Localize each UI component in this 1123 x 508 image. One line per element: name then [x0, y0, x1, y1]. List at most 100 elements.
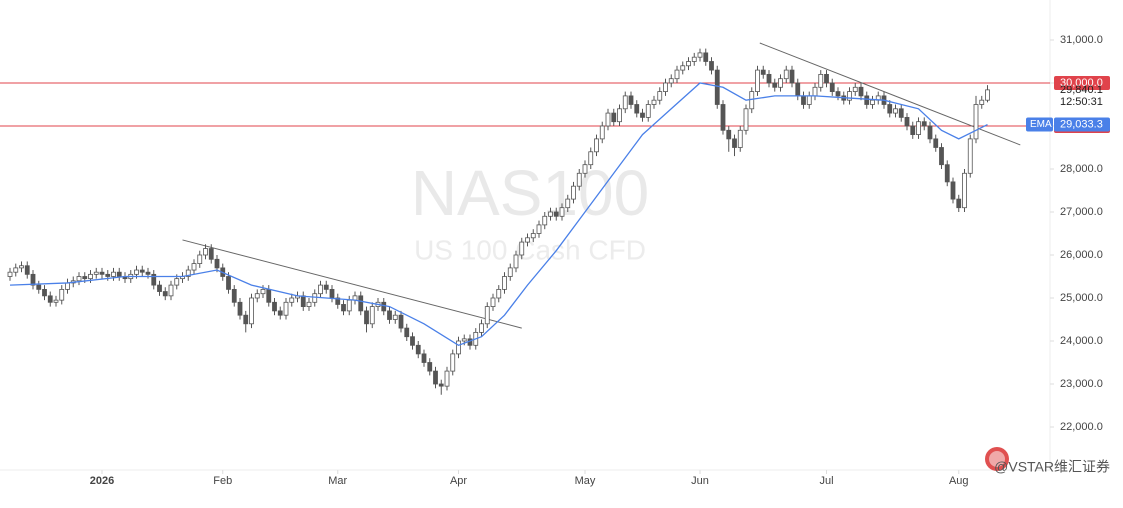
candle-body — [174, 278, 180, 286]
candle-body — [663, 82, 668, 92]
y-tick-label: 26,000.0 — [1060, 249, 1103, 261]
watermark: NAS100 — [411, 157, 649, 229]
candle-body — [243, 314, 249, 325]
candle-body — [502, 276, 507, 290]
candle-body — [806, 95, 812, 105]
candle-body — [398, 314, 404, 329]
candle-body — [789, 69, 795, 84]
candle-body — [30, 273, 36, 286]
candle-body — [323, 284, 329, 290]
candle-body — [76, 276, 82, 282]
candle-body — [525, 237, 530, 243]
candle-body — [680, 65, 686, 71]
candle-body — [628, 95, 634, 105]
candle-body — [979, 99, 985, 105]
candle-body — [783, 69, 789, 80]
candle-body — [111, 271, 116, 277]
trendline — [182, 239, 522, 329]
candle-body — [513, 254, 519, 269]
candle-body — [42, 288, 47, 297]
candle-body — [732, 138, 737, 148]
candle-body — [484, 306, 490, 325]
candle-body — [829, 82, 835, 92]
candle-body — [657, 91, 663, 101]
candle-body — [116, 271, 122, 277]
candle-body — [870, 99, 875, 105]
candle-body — [197, 254, 203, 264]
candle-body — [651, 99, 657, 105]
candle-body — [341, 304, 346, 312]
countdown: 12:50:31 — [1060, 96, 1103, 108]
candle-body — [65, 282, 70, 290]
x-tick-label: Apr — [450, 475, 467, 487]
candle-body — [277, 310, 283, 316]
candle-body — [208, 248, 214, 260]
y-tick-label: 27,000.0 — [1060, 206, 1103, 218]
candle-body — [364, 310, 369, 325]
candle-body — [93, 271, 99, 275]
candle-body — [289, 297, 295, 303]
candle-body — [766, 73, 772, 84]
candle-body — [864, 95, 870, 105]
candle-body — [571, 185, 576, 200]
candle-body — [490, 297, 496, 307]
candle-body — [519, 241, 525, 256]
candle-body — [433, 370, 438, 385]
candle-body — [496, 288, 502, 299]
candle-body — [944, 164, 950, 183]
candle-body — [185, 269, 191, 277]
candle-body — [778, 78, 783, 88]
candle-body — [973, 104, 979, 140]
ema-label: 29,033.3 — [1060, 118, 1103, 130]
candle-body — [19, 265, 24, 269]
candle-body — [36, 284, 42, 290]
candle-body — [611, 112, 617, 123]
candle-body — [105, 273, 111, 277]
y-tick-label: 25,000.0 — [1060, 292, 1103, 304]
footer: @VSTAR维汇证券 — [994, 459, 1110, 475]
candle-body — [99, 271, 105, 275]
candle-body — [335, 297, 341, 305]
candle-body — [226, 276, 231, 290]
candle-body — [272, 301, 277, 312]
y-tick-label: 28,000.0 — [1060, 163, 1103, 175]
candle-body — [795, 82, 801, 97]
candle-body — [594, 138, 599, 153]
candle-body — [249, 297, 254, 325]
candle-body — [536, 224, 542, 234]
candle-body — [306, 301, 312, 307]
y-tick-label: 31,000.0 — [1060, 34, 1103, 46]
candle-body — [312, 293, 318, 303]
candle-body — [950, 181, 956, 200]
candle-body — [755, 69, 760, 92]
candle-body — [858, 86, 864, 97]
candle-body — [645, 104, 651, 118]
candle-body — [622, 95, 628, 110]
candle-body — [410, 336, 415, 346]
candle-body — [910, 125, 916, 135]
candle-body — [266, 288, 272, 303]
candle-body — [634, 104, 640, 114]
candle-body — [582, 164, 588, 174]
candle-body — [933, 138, 939, 148]
candle-body — [962, 172, 967, 209]
candle-body — [438, 383, 444, 387]
y-tick-label: 22,000.0 — [1060, 421, 1103, 433]
candle-body — [565, 198, 571, 209]
candle-body — [691, 56, 697, 62]
candle-body — [392, 314, 398, 320]
candle-body — [835, 91, 841, 97]
candle-body — [956, 198, 962, 209]
candle-body — [300, 295, 306, 307]
candle-body — [898, 108, 904, 118]
level-label: 30,000.0 — [1060, 77, 1103, 89]
candle-body — [157, 284, 162, 292]
candle-body — [985, 89, 990, 101]
candle-body — [824, 73, 829, 84]
candle-body — [162, 291, 168, 297]
candle-body — [203, 248, 208, 256]
candle-body — [709, 61, 714, 71]
watermark-subtitle: US 100 Cash CFD — [414, 234, 646, 265]
candle-body — [542, 215, 548, 226]
candle-body — [588, 151, 594, 166]
